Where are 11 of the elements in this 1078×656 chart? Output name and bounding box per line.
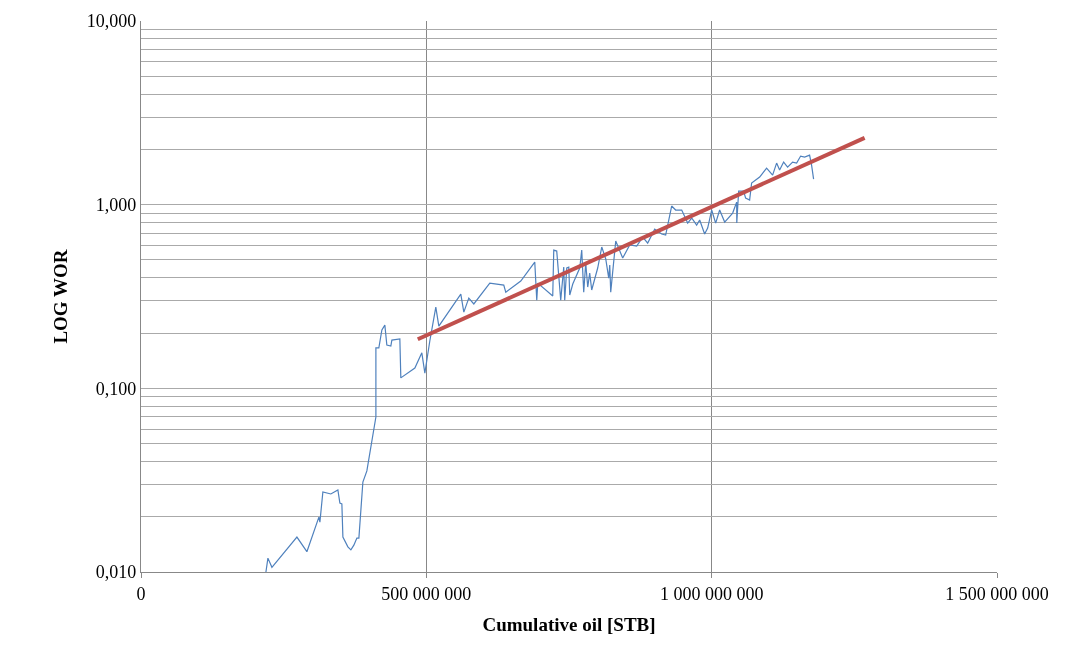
x-tick-label: 1 500 000 000 — [945, 583, 1049, 604]
y-tick-label: 0,100 — [95, 378, 137, 399]
x-tick-label: 0 — [136, 583, 146, 604]
y-tick-label: 1,000 — [95, 194, 137, 215]
y-tick-label: 10,000 — [86, 11, 137, 32]
y-axis-title: LOG WOR — [49, 249, 71, 344]
x-axis-title: Cumulative oil [STB] — [482, 613, 656, 635]
line-series — [265, 154, 815, 572]
y-tick-label: 0,010 — [95, 562, 137, 583]
x-tick-label: 500 000 000 — [381, 583, 472, 604]
x-tick-label: 1 000 000 000 — [659, 583, 764, 604]
